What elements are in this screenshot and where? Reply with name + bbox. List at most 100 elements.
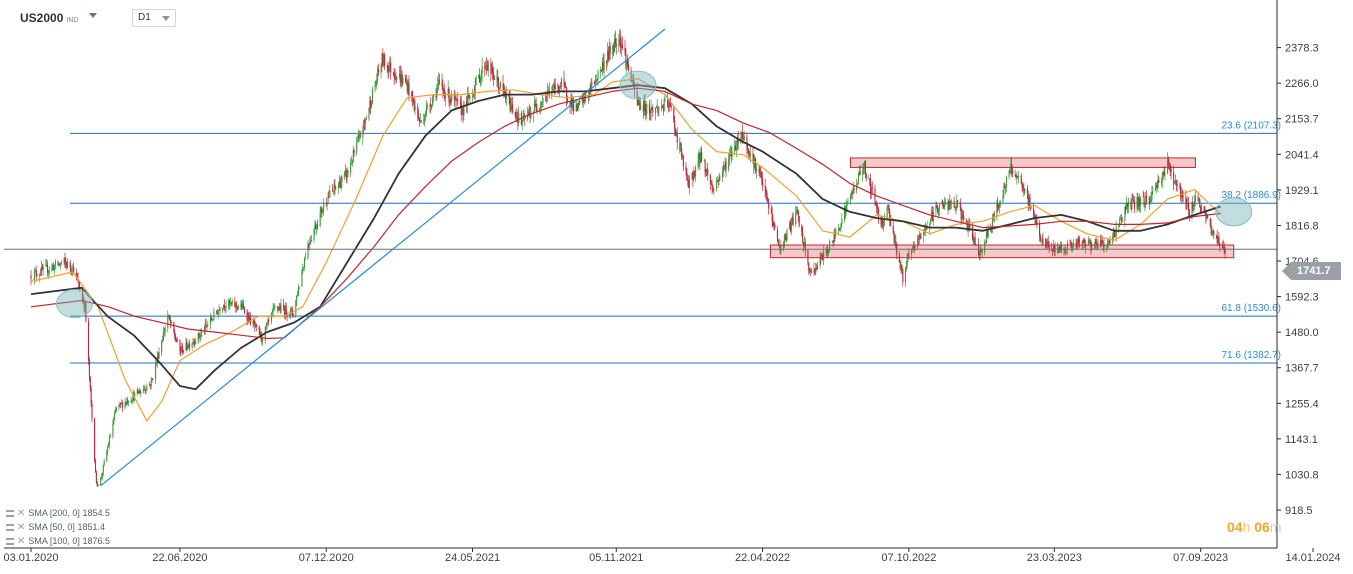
candle-body xyxy=(551,90,553,96)
candle-body xyxy=(139,391,141,394)
candle-body xyxy=(581,96,583,103)
candle-body xyxy=(40,266,43,275)
candle-body xyxy=(1021,183,1023,187)
candle-body xyxy=(607,50,610,60)
candle-body xyxy=(627,60,629,64)
candle-body xyxy=(838,228,840,230)
candle-body xyxy=(240,303,242,307)
candle-body xyxy=(1210,224,1212,234)
candle-body xyxy=(1042,238,1044,244)
candle-body xyxy=(461,108,463,115)
candle-body xyxy=(322,209,324,213)
candle-body xyxy=(963,216,965,221)
candle-body xyxy=(337,184,340,189)
candle-body xyxy=(1200,207,1202,213)
symbol-dropdown-icon[interactable] xyxy=(89,13,97,18)
candle-body xyxy=(130,401,132,403)
candle-body xyxy=(894,241,896,243)
candle-body xyxy=(1167,159,1170,163)
candle-body xyxy=(1066,242,1068,249)
candle-body xyxy=(883,220,885,227)
candle-body xyxy=(692,172,694,180)
candle-body xyxy=(57,261,59,266)
candle-body xyxy=(712,188,714,191)
candle-body xyxy=(1077,238,1079,244)
candle-body xyxy=(845,206,847,213)
candle-body xyxy=(724,161,726,167)
timer-minutes-unit: m xyxy=(1269,519,1282,535)
candle-body xyxy=(711,183,713,189)
symbol-name[interactable]: US2000 IND xyxy=(20,11,79,25)
candle-body xyxy=(425,107,427,115)
candle-body xyxy=(499,87,501,90)
candle-body xyxy=(426,104,428,108)
candle-body xyxy=(528,112,530,114)
candle-body xyxy=(790,220,792,232)
candle-body xyxy=(173,321,175,333)
candle-body xyxy=(1176,184,1178,186)
legend-label: SMA [50, 0] xyxy=(28,522,75,532)
candle-body xyxy=(266,323,268,327)
candle-body xyxy=(704,160,706,173)
candle-body xyxy=(938,209,940,213)
close-icon[interactable]: ✕ xyxy=(17,507,26,519)
candle-body xyxy=(418,114,420,119)
settings-icon[interactable] xyxy=(6,537,14,545)
candle-body xyxy=(1070,243,1072,246)
candle-body xyxy=(302,268,304,272)
close-icon[interactable]: ✕ xyxy=(17,521,26,533)
candle-body xyxy=(510,105,512,110)
candle-body xyxy=(1005,177,1008,187)
timeframe-dropdown-icon xyxy=(162,16,170,21)
candle-body xyxy=(722,171,724,178)
y-tick-label: 1929.1 xyxy=(1285,185,1319,197)
candle-body xyxy=(310,241,312,244)
candle-body xyxy=(108,445,110,448)
candle-body xyxy=(388,67,390,72)
candle-body xyxy=(1146,195,1148,198)
candle-body xyxy=(1188,210,1190,217)
candle-body xyxy=(785,236,787,241)
candle-body xyxy=(380,65,382,73)
candle-body xyxy=(801,225,803,232)
candle-body xyxy=(948,200,950,210)
close-icon[interactable]: ✕ xyxy=(17,535,26,547)
candle-countdown: 04h 06m xyxy=(1227,519,1282,535)
candle-body xyxy=(441,81,443,87)
candle-body xyxy=(893,232,895,243)
candle-body xyxy=(323,203,325,210)
candle-body xyxy=(450,99,452,102)
trendline-layer xyxy=(100,28,666,487)
candle-body xyxy=(249,315,251,322)
candle-body xyxy=(176,339,178,342)
candle-body xyxy=(539,105,542,109)
candle-body xyxy=(542,101,544,103)
candle-body xyxy=(1164,173,1166,176)
candle-body xyxy=(869,178,871,180)
candle-body xyxy=(523,115,525,117)
candle-body xyxy=(576,104,578,111)
candle-body xyxy=(1030,206,1032,209)
candle-body xyxy=(905,265,907,268)
candle-body xyxy=(106,451,108,462)
candle-body xyxy=(436,88,438,98)
candle-body xyxy=(496,76,498,80)
timeframe-select[interactable]: D1 xyxy=(132,9,176,27)
candle-body xyxy=(1034,216,1036,225)
candle-body xyxy=(175,339,178,342)
candle-body xyxy=(938,204,940,210)
candle-body xyxy=(619,36,621,39)
settings-icon[interactable] xyxy=(6,523,14,531)
candle-body xyxy=(773,223,775,227)
candle-body xyxy=(1041,239,1043,244)
candle-body xyxy=(705,169,707,173)
settings-icon[interactable] xyxy=(6,509,14,517)
candle-body xyxy=(620,44,623,48)
candle-body xyxy=(1078,238,1080,242)
candle-body xyxy=(691,172,693,179)
symbol-tag: IND xyxy=(66,17,79,24)
candle-body xyxy=(338,180,340,185)
candle-body xyxy=(644,101,646,112)
candle-body xyxy=(121,402,123,404)
